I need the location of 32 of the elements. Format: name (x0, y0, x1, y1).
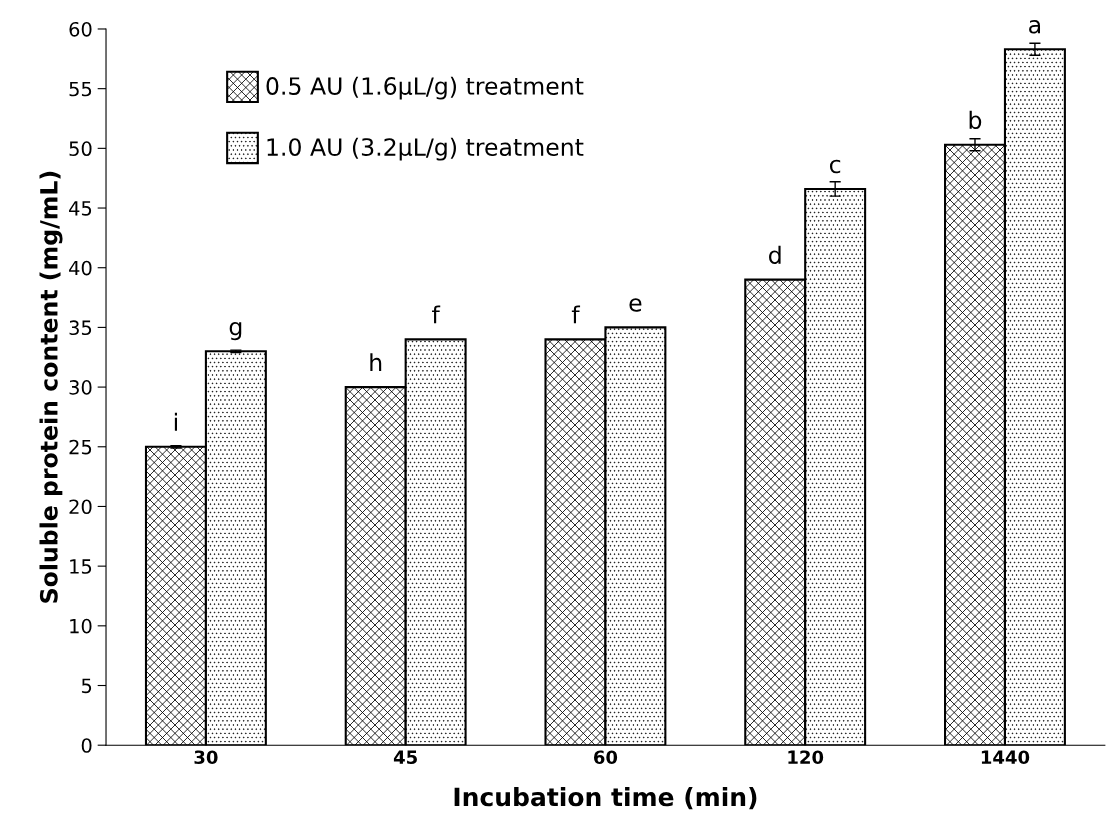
x-tick-label: 60 (593, 750, 618, 765)
annotation: f (432, 305, 441, 324)
y-tick-label: 0 (81, 738, 92, 753)
y-tick-label: 50 (69, 141, 92, 157)
y-tick-label: 25 (69, 439, 92, 455)
y-tick-label: 40 (69, 260, 92, 276)
y-tick-label: 5 (81, 678, 92, 694)
legend-label: 1.0 AU (3.2μL/g) treatment (267, 137, 584, 161)
y-tick-label: 10 (70, 618, 92, 634)
x-tick-label: 1440 (981, 750, 1030, 765)
annotation: d (769, 245, 781, 264)
annotation: b (969, 110, 982, 130)
x-tick-label: 30 (194, 750, 218, 765)
annotation: a (1029, 20, 1041, 34)
x-tick-label: 120 (788, 750, 824, 765)
annotation: c (829, 159, 841, 174)
annotation: f (571, 305, 581, 324)
y-tick-label: 60 (69, 21, 92, 37)
x-axis-title: Incubation time (min) (454, 786, 757, 810)
legend-label: 0.5 AU (1.6μL/g) treatment (266, 76, 584, 100)
annotation: h (370, 353, 382, 372)
annotation: e (629, 298, 642, 312)
y-tick-label: 15 (70, 559, 92, 574)
annotation: g (229, 322, 242, 341)
y-tick-label: 45 (69, 201, 92, 216)
y-axis-title: Soluble protein content (mg/mL) (39, 171, 63, 603)
y-tick-label: 55 (69, 81, 92, 97)
y-tick-label: 20 (69, 499, 92, 515)
annotation: i (174, 412, 177, 431)
y-tick-label: 30 (69, 380, 92, 395)
x-tick-label: 45 (393, 750, 417, 765)
y-tick-label: 35 (69, 320, 92, 336)
